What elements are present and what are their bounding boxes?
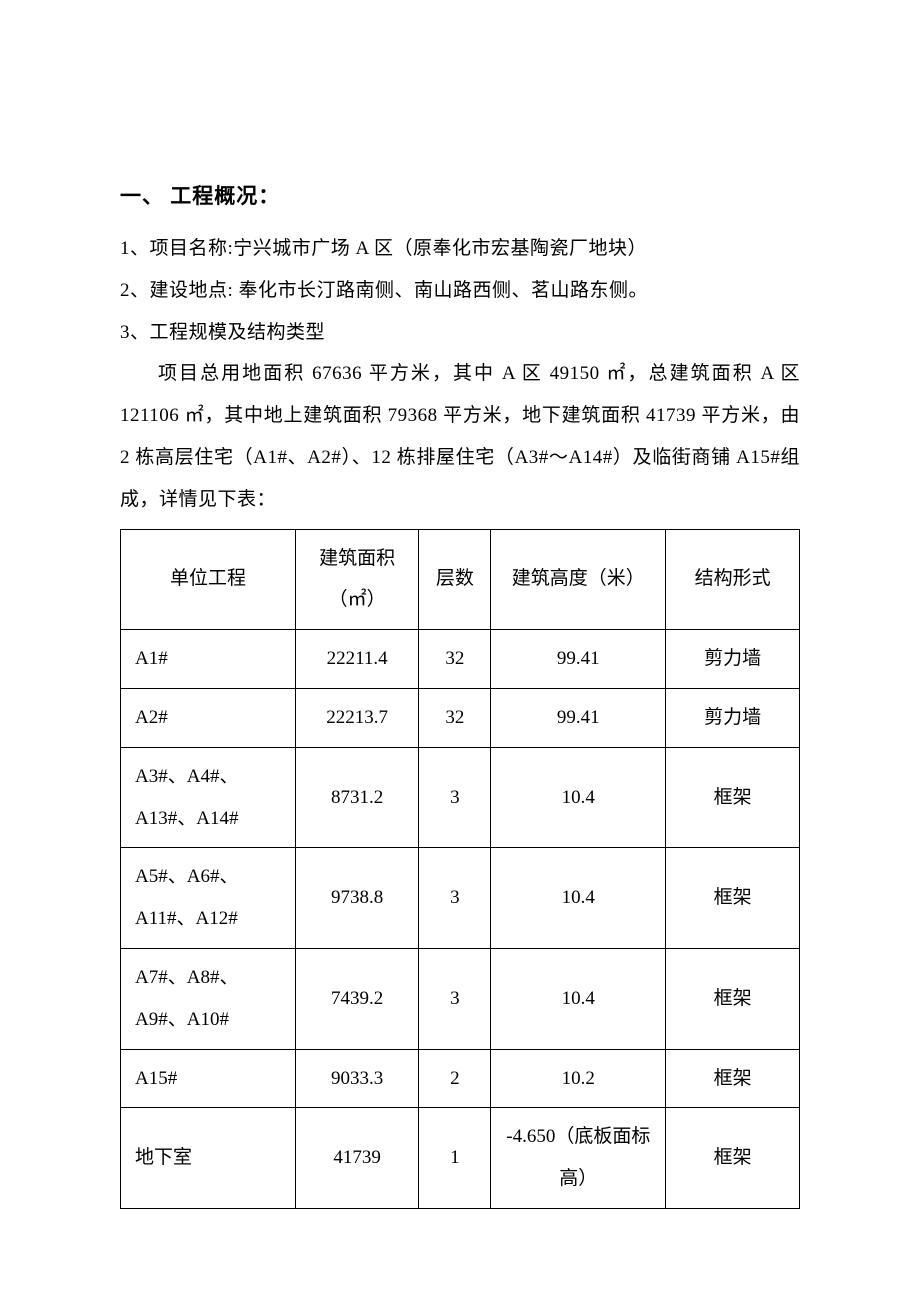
table-cell: 框架 (666, 848, 800, 949)
building-table-container: 单位工程 建筑面积（㎡） 层数 建筑高度（米） 结构形式 A1# 22211.4… (120, 529, 800, 1209)
table-cell: A3#、A4#、A13#、A14# (121, 747, 296, 848)
table-cell: 框架 (666, 1049, 800, 1108)
table-row: A5#、A6#、A11#、A12# 9738.8 3 10.4 框架 (121, 848, 800, 949)
table-cell: -4.650（底板面标高） (491, 1108, 666, 1209)
table-cell: 22211.4 (295, 630, 418, 689)
building-table: 单位工程 建筑面积（㎡） 层数 建筑高度（米） 结构形式 A1# 22211.4… (120, 529, 800, 1209)
table-header-cell: 建筑高度（米） (491, 529, 666, 630)
table-cell: 32 (419, 630, 491, 689)
table-cell: 10.4 (491, 948, 666, 1049)
table-cell: 41739 (295, 1108, 418, 1209)
table-cell: 1 (419, 1108, 491, 1209)
table-cell: A5#、A6#、A11#、A12# (121, 848, 296, 949)
table-cell: 3 (419, 848, 491, 949)
paragraph-4: 项目总用地面积 67636 平方米，其中 A 区 49150 ㎡，总建筑面积 A… (120, 353, 800, 520)
table-cell: 32 (419, 688, 491, 747)
table-cell: A7#、A8#、A9#、A10# (121, 948, 296, 1049)
table-cell: 8731.2 (295, 747, 418, 848)
paragraph-1: 1、项目名称:宁兴城市广场 A 区（原奉化市宏基陶瓷厂地块） (120, 228, 800, 270)
paragraph-3: 3、工程规模及结构类型 (120, 312, 800, 354)
table-header-cell: 结构形式 (666, 529, 800, 630)
section-heading: 一、 工程概况： (120, 180, 800, 210)
table-header-cell: 建筑面积（㎡） (295, 529, 418, 630)
table-row: A15# 9033.3 2 10.2 框架 (121, 1049, 800, 1108)
table-header-cell: 单位工程 (121, 529, 296, 630)
table-cell: 剪力墙 (666, 630, 800, 689)
table-cell: 99.41 (491, 630, 666, 689)
table-cell: 框架 (666, 948, 800, 1049)
table-cell: 剪力墙 (666, 688, 800, 747)
table-cell: 10.2 (491, 1049, 666, 1108)
table-cell: 22213.7 (295, 688, 418, 747)
table-cell: 框架 (666, 747, 800, 848)
table-cell: 9738.8 (295, 848, 418, 949)
table-header-row: 单位工程 建筑面积（㎡） 层数 建筑高度（米） 结构形式 (121, 529, 800, 630)
table-cell: 3 (419, 747, 491, 848)
table-cell: 10.4 (491, 848, 666, 949)
table-cell: 9033.3 (295, 1049, 418, 1108)
table-cell: 10.4 (491, 747, 666, 848)
table-cell: 地下室 (121, 1108, 296, 1209)
table-row: A3#、A4#、A13#、A14# 8731.2 3 10.4 框架 (121, 747, 800, 848)
table-row: A7#、A8#、A9#、A10# 7439.2 3 10.4 框架 (121, 948, 800, 1049)
table-cell: 框架 (666, 1108, 800, 1209)
table-cell: A1# (121, 630, 296, 689)
table-cell: A15# (121, 1049, 296, 1108)
table-cell: 7439.2 (295, 948, 418, 1049)
table-header-cell: 层数 (419, 529, 491, 630)
table-row: A1# 22211.4 32 99.41 剪力墙 (121, 630, 800, 689)
table-row: A2# 22213.7 32 99.41 剪力墙 (121, 688, 800, 747)
table-cell: 3 (419, 948, 491, 1049)
table-cell: 99.41 (491, 688, 666, 747)
table-cell: 2 (419, 1049, 491, 1108)
table-row: 地下室 41739 1 -4.650（底板面标高） 框架 (121, 1108, 800, 1209)
table-cell: A2# (121, 688, 296, 747)
paragraph-2: 2、建设地点: 奉化市长汀路南侧、南山路西侧、茗山路东侧。 (120, 270, 800, 312)
